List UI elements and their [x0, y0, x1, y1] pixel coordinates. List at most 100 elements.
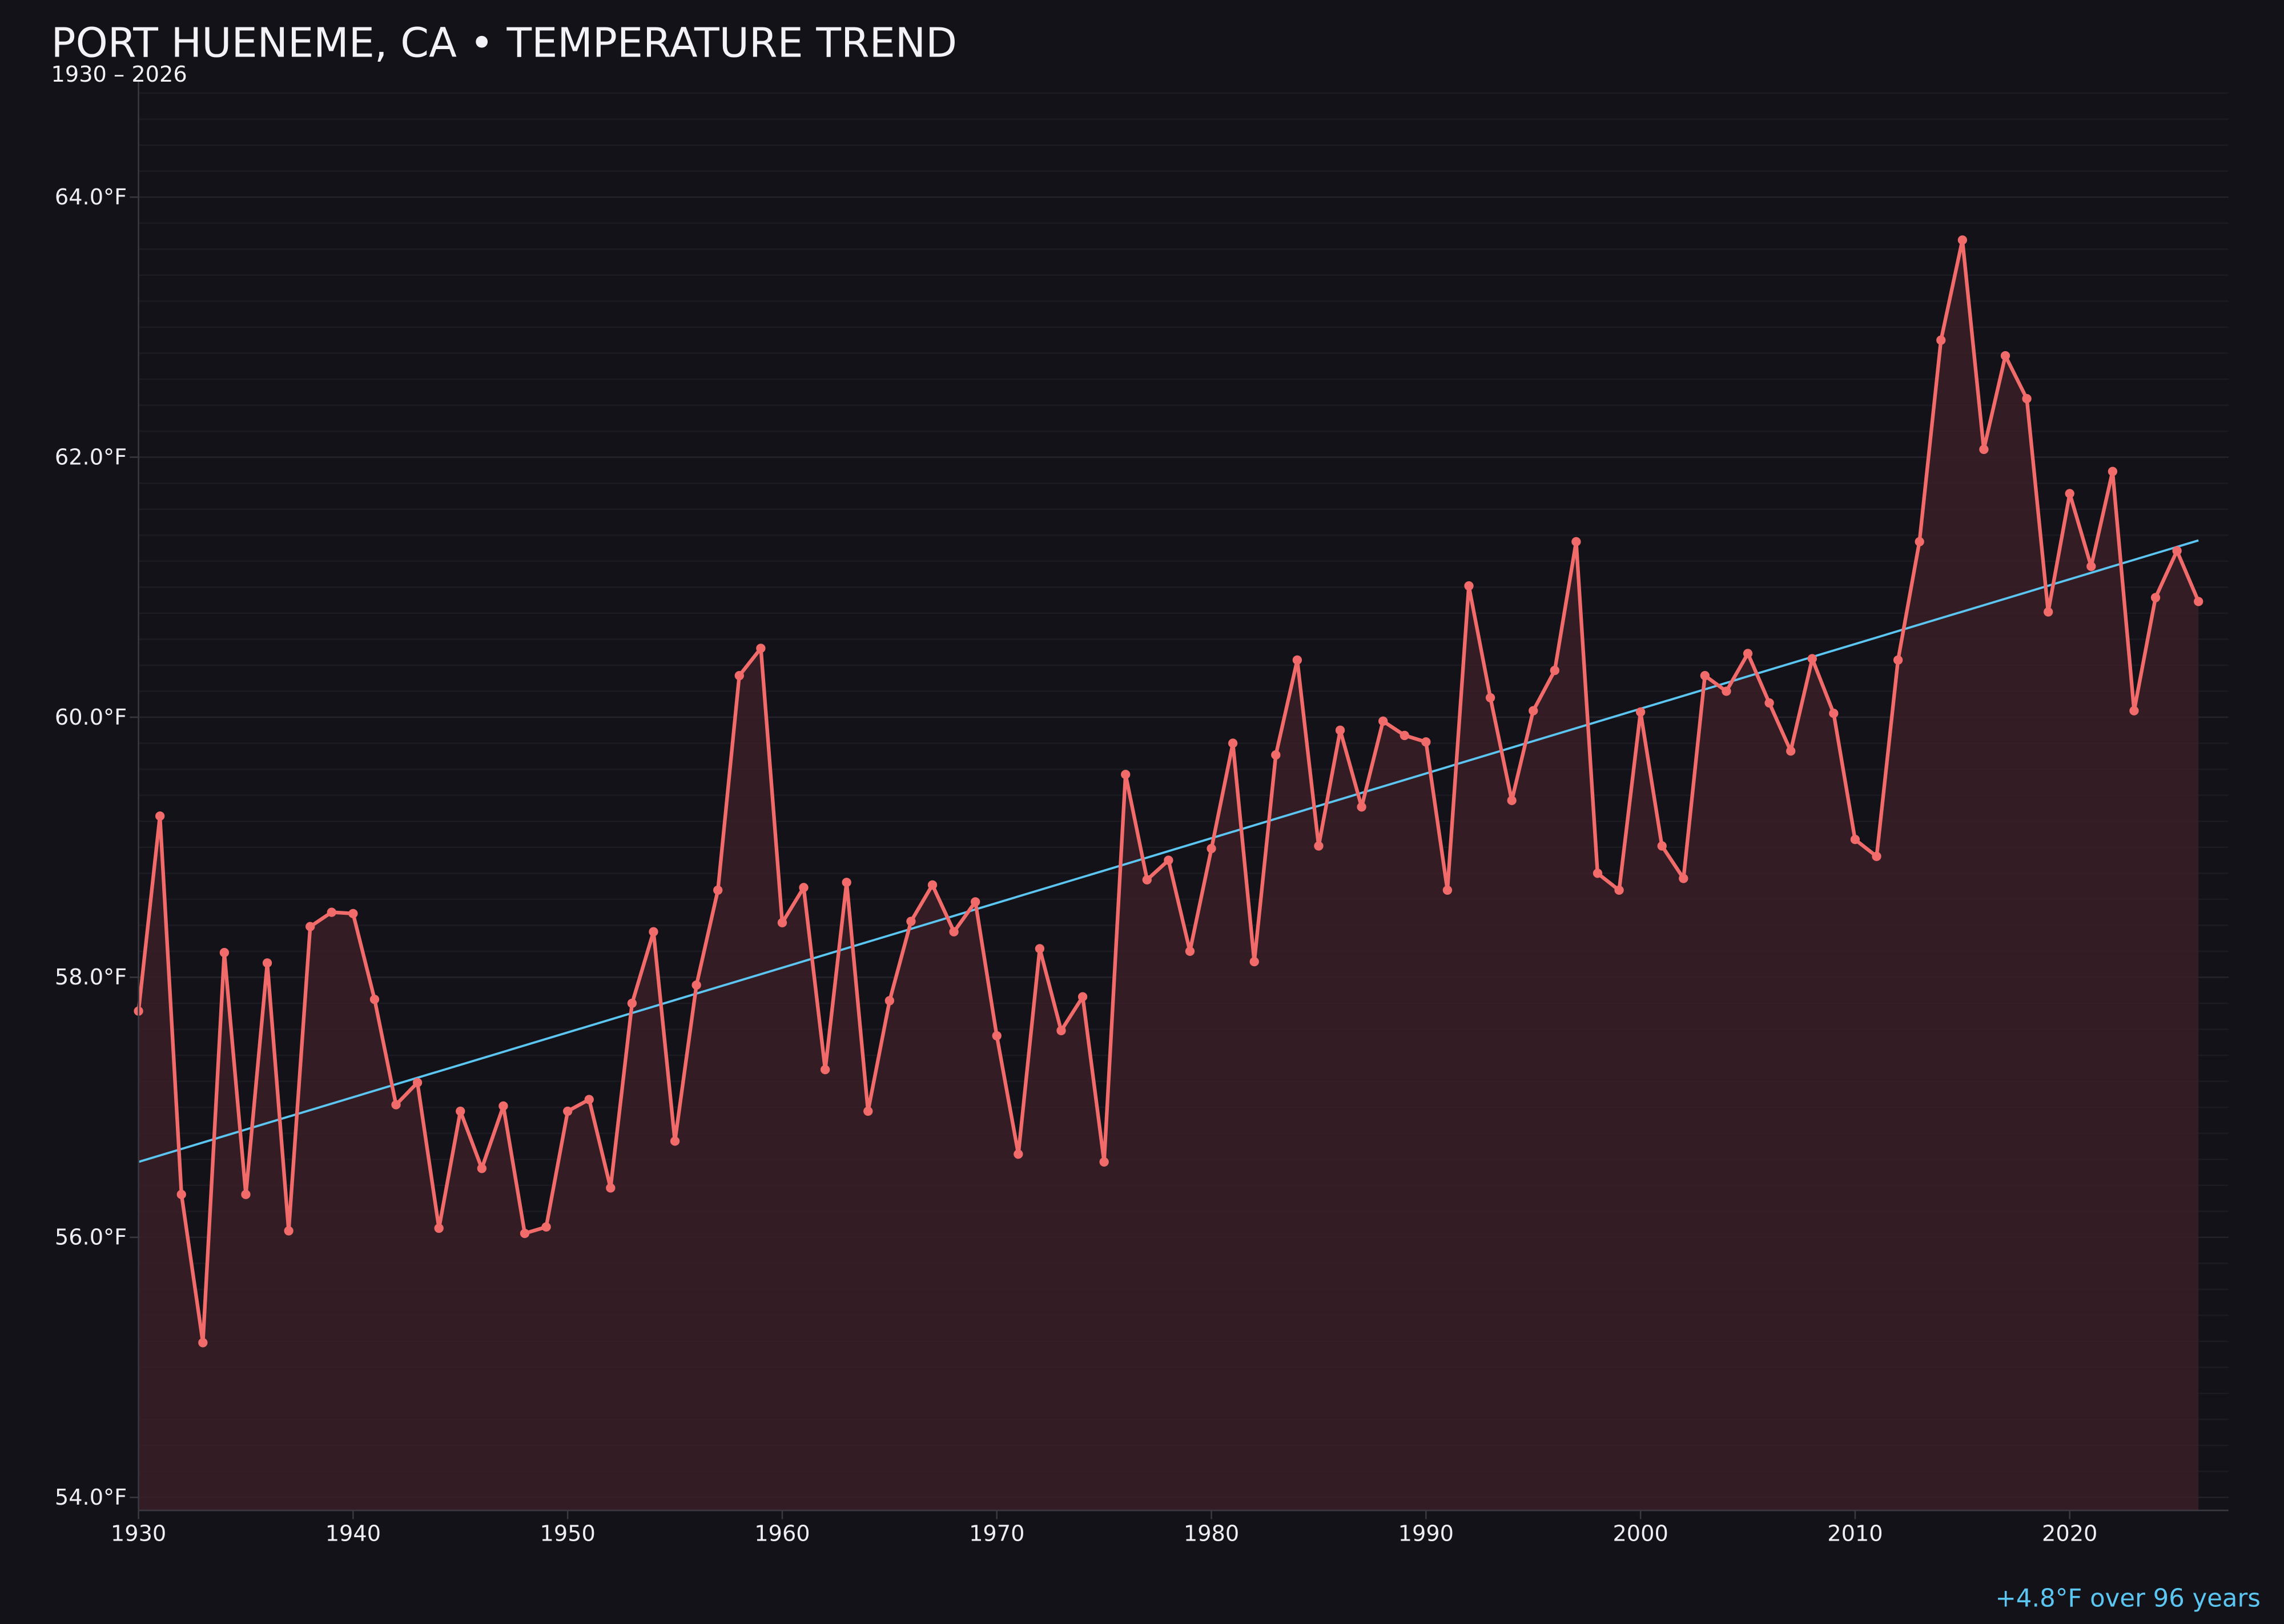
data-point	[1035, 944, 1045, 954]
data-point	[756, 644, 766, 653]
trend-annotation: +4.8°F over 96 years	[1995, 1584, 2260, 1613]
data-point	[1764, 698, 1774, 708]
data-point	[927, 880, 938, 890]
data-point	[1378, 716, 1388, 726]
data-point	[1722, 686, 1731, 696]
data-point	[1893, 655, 1903, 665]
data-point	[456, 1106, 465, 1116]
data-point	[2022, 394, 2032, 404]
data-point	[155, 811, 165, 821]
data-point	[477, 1164, 487, 1173]
data-point	[1357, 802, 1366, 812]
data-point	[2172, 546, 2182, 556]
data-point	[1014, 1149, 1023, 1159]
data-point	[2129, 706, 2139, 715]
data-point	[434, 1223, 444, 1233]
data-point	[1421, 737, 1431, 747]
data-point	[1142, 875, 1152, 885]
data-point	[1786, 746, 1796, 756]
x-tick-label: 1970	[969, 1521, 1024, 1547]
data-point	[1529, 706, 1538, 715]
data-point	[1635, 707, 1646, 717]
data-point	[1614, 885, 1624, 895]
data-point	[1936, 335, 1946, 345]
data-point	[1249, 956, 1259, 967]
data-point	[1314, 841, 1324, 851]
data-point	[1850, 834, 1860, 845]
trend-line	[138, 539, 2199, 1163]
data-point	[1485, 693, 1495, 703]
data-point	[498, 1101, 508, 1111]
data-point	[520, 1228, 530, 1239]
data-point	[1872, 851, 1881, 861]
data-point	[1829, 709, 1839, 718]
x-tick-label: 2010	[1827, 1521, 1883, 1547]
data-point	[1957, 235, 1967, 245]
data-point	[348, 909, 358, 919]
x-tick-label: 1960	[754, 1521, 810, 1547]
data-point	[563, 1106, 573, 1116]
y-tick-label: 64.0°F	[55, 184, 127, 210]
data-point	[198, 1338, 208, 1348]
data-point	[2086, 561, 2096, 572]
data-point	[541, 1222, 551, 1232]
data-point	[1593, 869, 1603, 878]
x-tick-label: 1930	[111, 1521, 166, 1547]
x-tick-label: 2000	[1613, 1521, 1668, 1547]
data-point	[1657, 841, 1667, 851]
data-point	[412, 1078, 423, 1088]
data-point	[1335, 725, 1345, 735]
data-point	[284, 1226, 293, 1236]
data-point	[820, 1064, 830, 1075]
data-point	[842, 878, 851, 887]
data-point	[992, 1031, 1002, 1041]
data-point	[327, 907, 336, 917]
x-tick-label: 2020	[2042, 1521, 2097, 1547]
data-point	[176, 1189, 186, 1199]
data-point	[1507, 795, 1517, 805]
data-point	[1442, 885, 1453, 895]
data-point	[691, 980, 701, 990]
data-point	[2194, 597, 2203, 606]
data-point	[1464, 581, 1474, 591]
data-point	[1550, 665, 1559, 676]
data-point	[1164, 855, 1173, 865]
data-point	[1099, 1157, 1109, 1167]
x-tick-label: 1940	[325, 1521, 381, 1547]
data-point	[241, 1189, 251, 1199]
data-point	[1979, 444, 1989, 455]
data-point	[670, 1136, 680, 1146]
area-fill	[138, 240, 2199, 1511]
chart-title: PORT HUENEME, CA • TEMPERATURE TREND	[51, 19, 958, 66]
data-point	[2043, 607, 2053, 617]
data-point	[777, 918, 787, 927]
data-point	[1807, 654, 1817, 664]
x-tick-label: 1980	[1184, 1521, 1239, 1547]
y-tick-label: 60.0°F	[55, 705, 127, 730]
data-point	[1571, 537, 1581, 546]
data-point	[884, 996, 895, 1006]
x-tick-label: 1990	[1398, 1521, 1454, 1547]
data-points	[134, 235, 2203, 1348]
data-point	[219, 948, 230, 958]
y-tick-label: 58.0°F	[55, 964, 127, 990]
data-point	[713, 885, 723, 895]
data-point	[1228, 738, 1238, 748]
data-point	[799, 883, 809, 893]
data-point	[627, 998, 637, 1008]
data-point	[1700, 671, 1710, 681]
data-point	[1400, 730, 1409, 741]
data-point	[584, 1095, 594, 1104]
data-point	[2065, 489, 2074, 499]
x-tick-label: 1950	[540, 1521, 595, 1547]
data-point	[1915, 537, 1924, 546]
chart-subtitle: 1930 – 2026	[51, 62, 187, 87]
data-point	[949, 927, 959, 936]
y-tick-label: 62.0°F	[55, 444, 127, 470]
data-point	[1056, 1026, 1066, 1035]
data-point	[262, 958, 272, 968]
data-point	[2150, 593, 2161, 602]
data-point	[906, 916, 916, 926]
data-point	[1185, 946, 1195, 956]
